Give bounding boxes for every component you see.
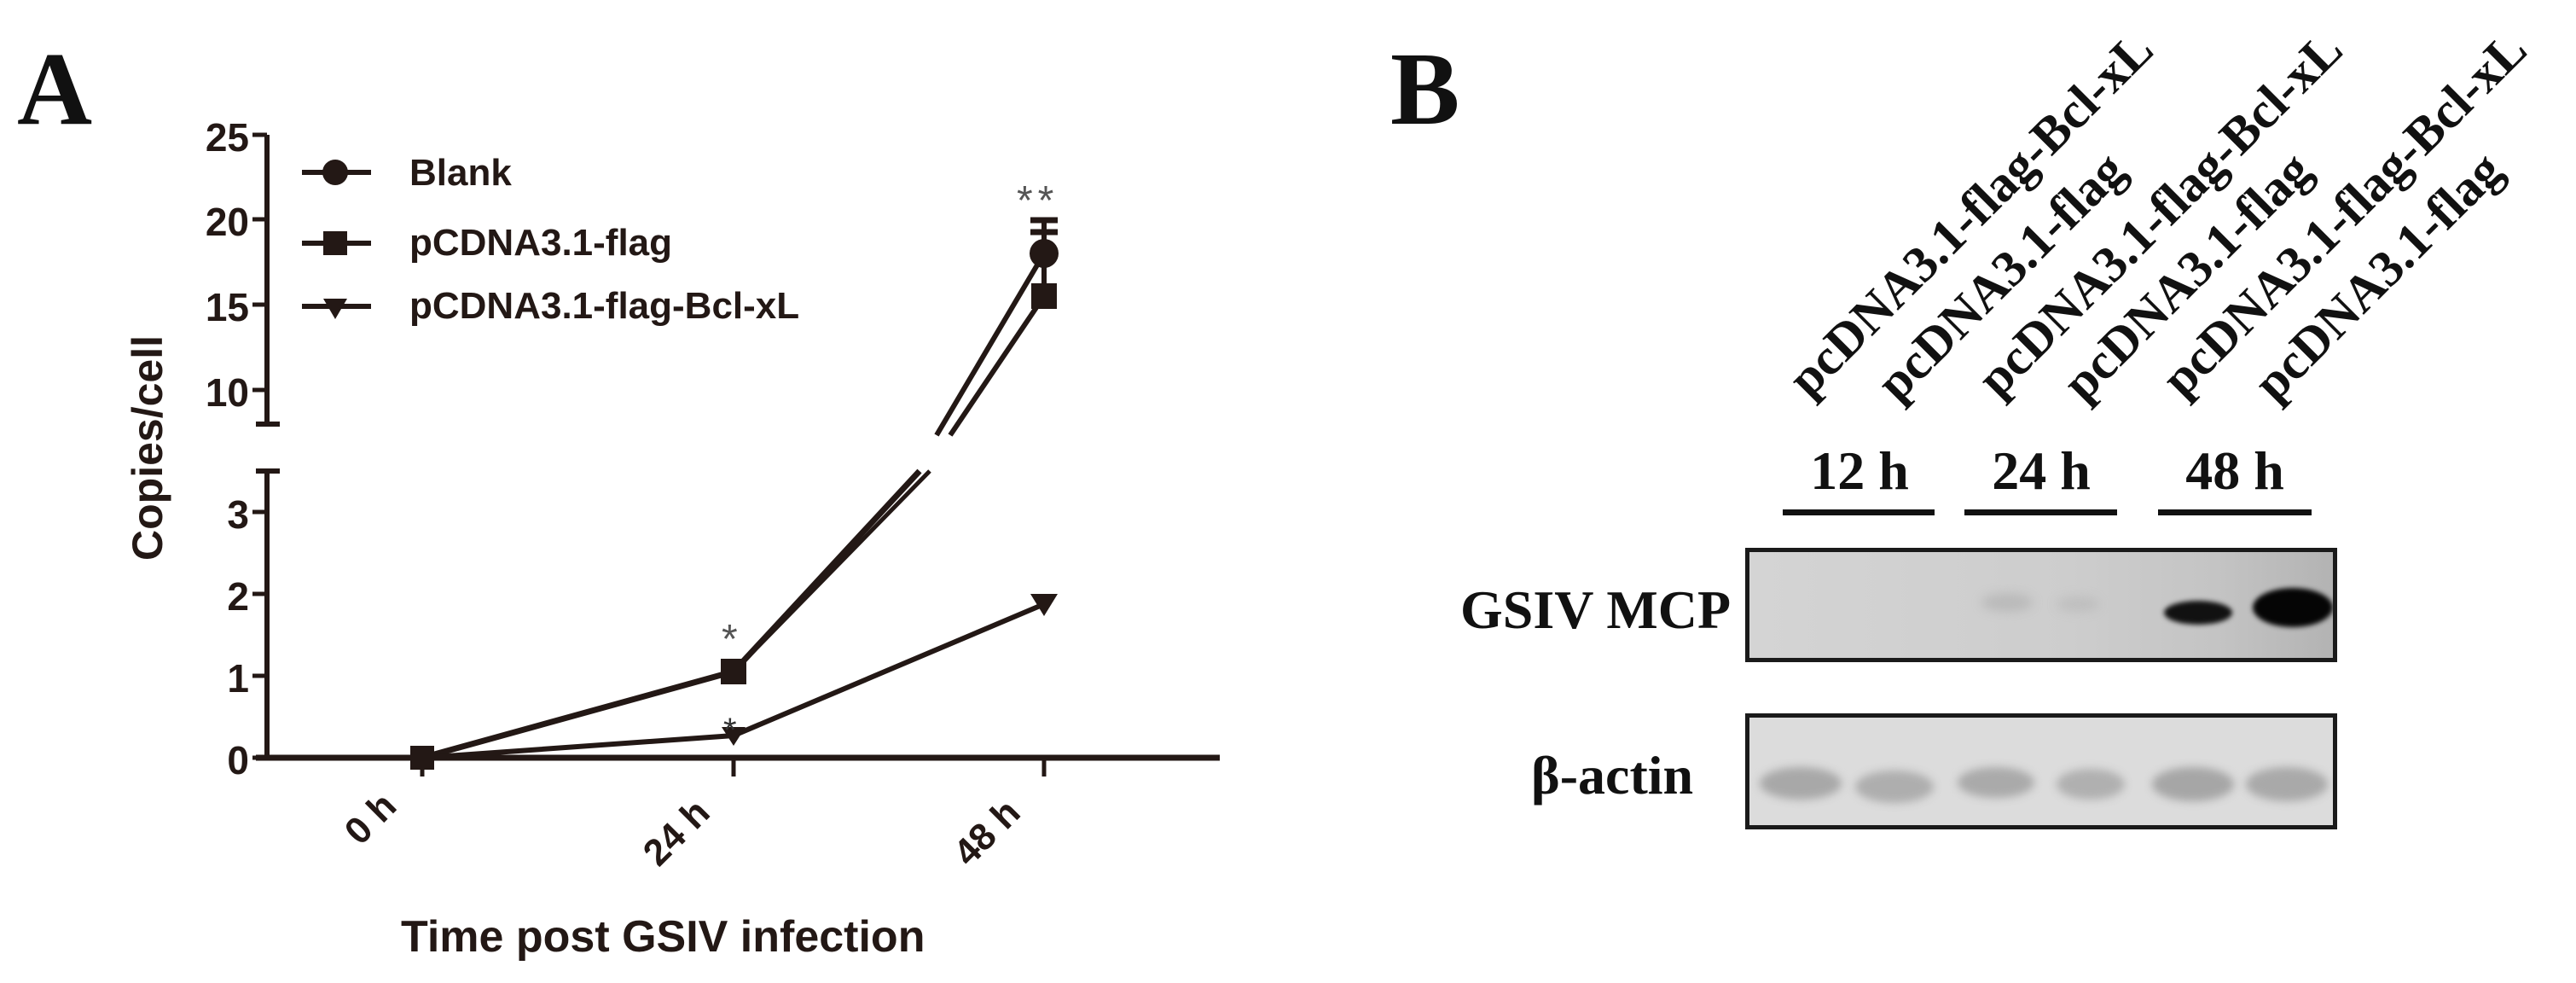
y-tick-15: 15 (205, 285, 249, 329)
legend-label-flag: pCDNA3.1-flag (409, 222, 673, 264)
blot-beta-actin (1745, 713, 2337, 829)
series-line-blank-upper (934, 252, 1047, 437)
significance-48h: ** (1017, 178, 1059, 224)
marker-triangle-24h (722, 727, 746, 746)
marker-circle-48h (1030, 239, 1059, 268)
series-line-flag-upper (948, 294, 1047, 437)
line-chart (252, 132, 1220, 777)
band-actin-6 (2246, 767, 2328, 801)
legend-square-icon (323, 231, 347, 255)
band-actin-3 (1958, 767, 2034, 798)
legend-label-bclxl: pCDNA3.1-flag-Bcl-xL (409, 285, 800, 327)
time-group-24h: 24 h (1992, 440, 2091, 501)
marker-triangle-0h (411, 754, 433, 773)
y-tick-0: 0 (227, 738, 249, 782)
y-axis-title: Copies/cell (124, 335, 171, 561)
series-line-blank-lower (732, 469, 931, 673)
marker-square-24h (721, 659, 746, 684)
band-actin-1 (1760, 767, 1842, 800)
time-group-bar-48h (2158, 509, 2312, 515)
time-group-bar-12h (1783, 509, 1935, 515)
y-tick-1: 1 (227, 656, 249, 701)
series-line-flag-lower (421, 468, 922, 761)
row-label-beta-actin: β-actin (1531, 745, 1694, 806)
legend-circle-icon (322, 160, 348, 185)
x-axis-title: Time post GSIV infection (401, 912, 925, 962)
band-actin-2 (1855, 771, 1934, 803)
panel-b-letter: B (1390, 32, 1460, 147)
y-tick-2: 2 (227, 574, 249, 619)
marker-triangle-48h (1030, 594, 1058, 616)
band-mcp-lane5 (2164, 601, 2232, 625)
band-mcp-lane3 (1981, 593, 2033, 612)
panel-a-letter: A (17, 32, 93, 147)
y-tick-10: 10 (205, 370, 249, 415)
significance-24h-flag: * (722, 617, 738, 662)
time-group-12h: 12 h (1810, 440, 1909, 501)
marker-square-48h (1031, 283, 1057, 309)
legend-triangle-icon (323, 299, 347, 319)
time-group-48h: 48 h (2185, 440, 2284, 501)
time-group-bar-24h (1964, 509, 2117, 515)
band-actin-4 (2057, 769, 2125, 800)
blot-gsiv-mcp (1745, 548, 2337, 662)
band-mcp-lane6 (2253, 588, 2333, 627)
legend-label-blank: Blank (409, 152, 512, 194)
y-tick-20: 20 (205, 200, 249, 244)
band-actin-5 (2152, 767, 2234, 801)
row-label-gsiv-mcp: GSIV MCP (1460, 579, 1732, 640)
y-tick-25: 25 (205, 115, 249, 160)
y-tick-3: 3 (227, 492, 249, 537)
band-mcp-lane4 (2057, 596, 2099, 612)
significance-24h-bclxl: * (723, 712, 737, 749)
